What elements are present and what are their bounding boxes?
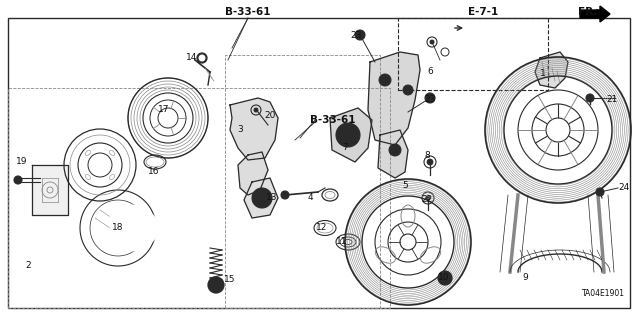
Circle shape (596, 188, 604, 196)
Polygon shape (110, 205, 158, 251)
Circle shape (430, 40, 434, 44)
Circle shape (403, 85, 413, 95)
Text: 24: 24 (618, 183, 629, 192)
Polygon shape (230, 98, 278, 160)
Circle shape (355, 30, 365, 40)
Polygon shape (238, 152, 268, 195)
Circle shape (281, 191, 289, 199)
Circle shape (379, 74, 391, 86)
Text: 4: 4 (307, 194, 313, 203)
Polygon shape (378, 130, 408, 178)
Text: 7: 7 (342, 144, 348, 152)
Text: TA04E1901: TA04E1901 (582, 290, 625, 299)
Polygon shape (580, 6, 610, 22)
Bar (398, 18, 548, 90)
Text: 14: 14 (186, 54, 198, 63)
Text: 10: 10 (438, 273, 450, 283)
Text: 8: 8 (424, 151, 430, 160)
Circle shape (438, 271, 452, 285)
Circle shape (14, 176, 22, 184)
Text: E-7-1: E-7-1 (468, 7, 499, 17)
Circle shape (586, 94, 594, 102)
Text: 17: 17 (158, 106, 170, 115)
Circle shape (426, 196, 430, 200)
Polygon shape (32, 165, 68, 215)
Circle shape (197, 53, 207, 63)
Text: B-33-61: B-33-61 (225, 7, 271, 17)
Text: 6: 6 (427, 68, 433, 77)
Circle shape (254, 108, 258, 112)
Text: 12: 12 (316, 224, 328, 233)
Text: 22: 22 (421, 196, 433, 204)
Circle shape (208, 277, 224, 293)
Text: 23: 23 (424, 95, 436, 105)
Text: B-33-61: B-33-61 (310, 115, 355, 125)
Text: 20: 20 (264, 110, 276, 120)
Text: 5: 5 (402, 181, 408, 189)
Circle shape (425, 93, 435, 103)
Text: 19: 19 (16, 158, 28, 167)
Text: 23: 23 (350, 31, 362, 40)
Polygon shape (535, 52, 568, 88)
Circle shape (199, 55, 205, 61)
Polygon shape (244, 178, 278, 218)
Circle shape (427, 159, 433, 165)
Text: 13: 13 (266, 194, 278, 203)
Text: 9: 9 (522, 273, 528, 283)
Text: 21: 21 (606, 95, 618, 105)
Text: 3: 3 (237, 125, 243, 135)
Polygon shape (368, 52, 420, 145)
Text: 2: 2 (25, 261, 31, 270)
Text: 15: 15 (224, 276, 236, 285)
Bar (8, 88, 390, 308)
Circle shape (252, 188, 272, 208)
Circle shape (389, 144, 401, 156)
Circle shape (336, 123, 360, 147)
Text: FR.: FR. (578, 7, 597, 17)
Text: 11: 11 (336, 238, 348, 247)
Polygon shape (330, 108, 372, 162)
Text: 18: 18 (112, 224, 124, 233)
Text: 1: 1 (540, 70, 546, 78)
Bar (225, 55, 380, 308)
Text: 16: 16 (148, 167, 160, 176)
